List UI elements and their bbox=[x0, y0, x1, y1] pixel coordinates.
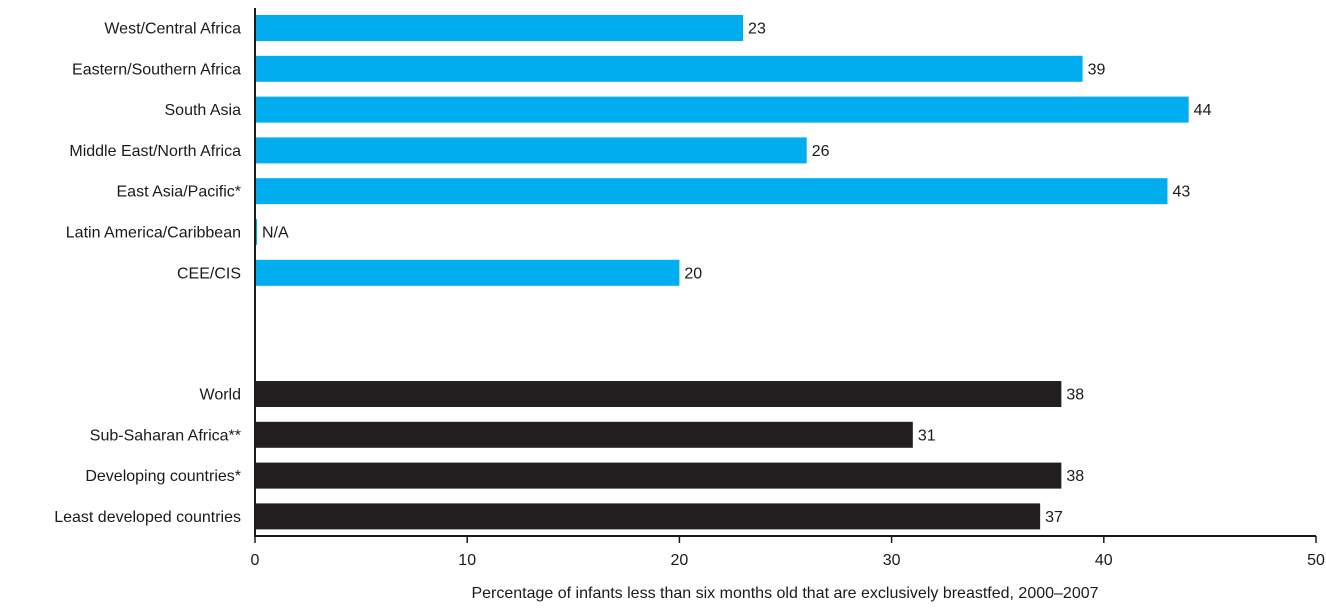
category-label: Eastern/Southern Africa bbox=[72, 61, 241, 78]
bar bbox=[255, 96, 1189, 123]
data-label: 26 bbox=[812, 143, 830, 160]
bar bbox=[255, 178, 1168, 205]
x-tick-label: 10 bbox=[458, 552, 476, 569]
bar bbox=[255, 421, 913, 448]
data-label: N/A bbox=[262, 225, 289, 242]
data-label: 23 bbox=[748, 21, 766, 38]
data-label: 43 bbox=[1172, 184, 1190, 201]
data-label: 38 bbox=[1066, 387, 1084, 404]
category-label: Middle East/North Africa bbox=[69, 143, 241, 160]
category-label: Developing countries* bbox=[85, 468, 241, 485]
data-label: 20 bbox=[684, 265, 702, 282]
bar bbox=[255, 381, 1062, 407]
x-tick-label: 20 bbox=[671, 552, 689, 569]
x-tick-label: 50 bbox=[1307, 552, 1325, 569]
bars-layer bbox=[255, 15, 1189, 530]
data-label: 44 bbox=[1194, 102, 1212, 119]
bar bbox=[255, 55, 1083, 82]
x-tick-label: 0 bbox=[251, 552, 260, 569]
x-axis-ticks: 0 10 20 30 40 50 bbox=[251, 536, 1325, 569]
data-label: 37 bbox=[1045, 509, 1063, 526]
bar bbox=[255, 503, 1041, 530]
category-label: South Asia bbox=[165, 102, 242, 119]
category-label: World bbox=[200, 387, 242, 404]
category-label: CEE/CIS bbox=[177, 265, 241, 282]
x-tick-label: 40 bbox=[1095, 552, 1113, 569]
x-axis-title: Percentage of infants less than six mont… bbox=[471, 585, 1098, 602]
category-label: Latin America/Caribbean bbox=[66, 225, 241, 242]
bar bbox=[255, 15, 744, 41]
category-label: Least developed countries bbox=[54, 509, 241, 526]
category-label: West/Central Africa bbox=[104, 21, 241, 38]
data-label: 31 bbox=[918, 427, 936, 444]
data-label: 38 bbox=[1066, 468, 1084, 485]
x-tick-label: 30 bbox=[883, 552, 901, 569]
category-label: Sub-Saharan Africa** bbox=[90, 427, 241, 444]
value-labels: 23 39 44 26 43 N/A 20 38 31 38 37 bbox=[262, 21, 1212, 526]
bar bbox=[255, 137, 807, 164]
bar bbox=[255, 462, 1062, 489]
bar bbox=[255, 259, 680, 286]
data-label: 39 bbox=[1088, 61, 1106, 78]
category-labels: West/Central Africa Eastern/Southern Afri… bbox=[54, 21, 241, 526]
category-label: East Asia/Pacific* bbox=[117, 184, 242, 201]
